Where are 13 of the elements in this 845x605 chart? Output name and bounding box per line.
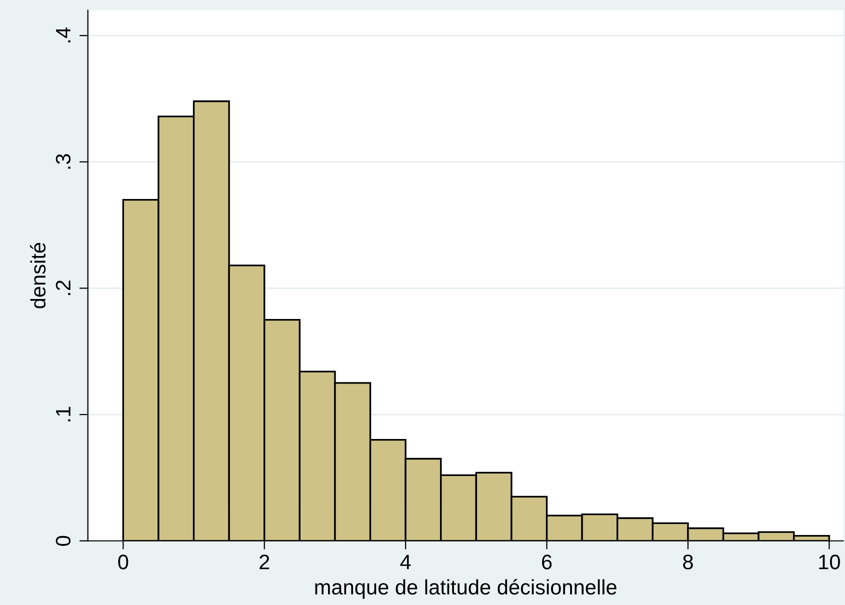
y-tick-label: .3: [56, 154, 71, 169]
y-tick-label: .4: [56, 27, 70, 42]
y-tick-label: .2: [56, 280, 70, 295]
x-tick-label: 4: [400, 554, 411, 570]
x-tick-label: 6: [542, 554, 552, 570]
y-tick-label: 0: [56, 536, 71, 546]
x-tick-label: 10: [819, 554, 840, 570]
y-tick-label: .1: [56, 406, 70, 422]
x-tick-label: 0: [118, 554, 128, 570]
x-axis-title: manque de latitude décisionnelle: [315, 579, 616, 599]
x-tick-label: 2: [260, 554, 270, 570]
x-tick-label: 8: [683, 554, 693, 570]
y-axis-title: densité: [30, 242, 46, 308]
